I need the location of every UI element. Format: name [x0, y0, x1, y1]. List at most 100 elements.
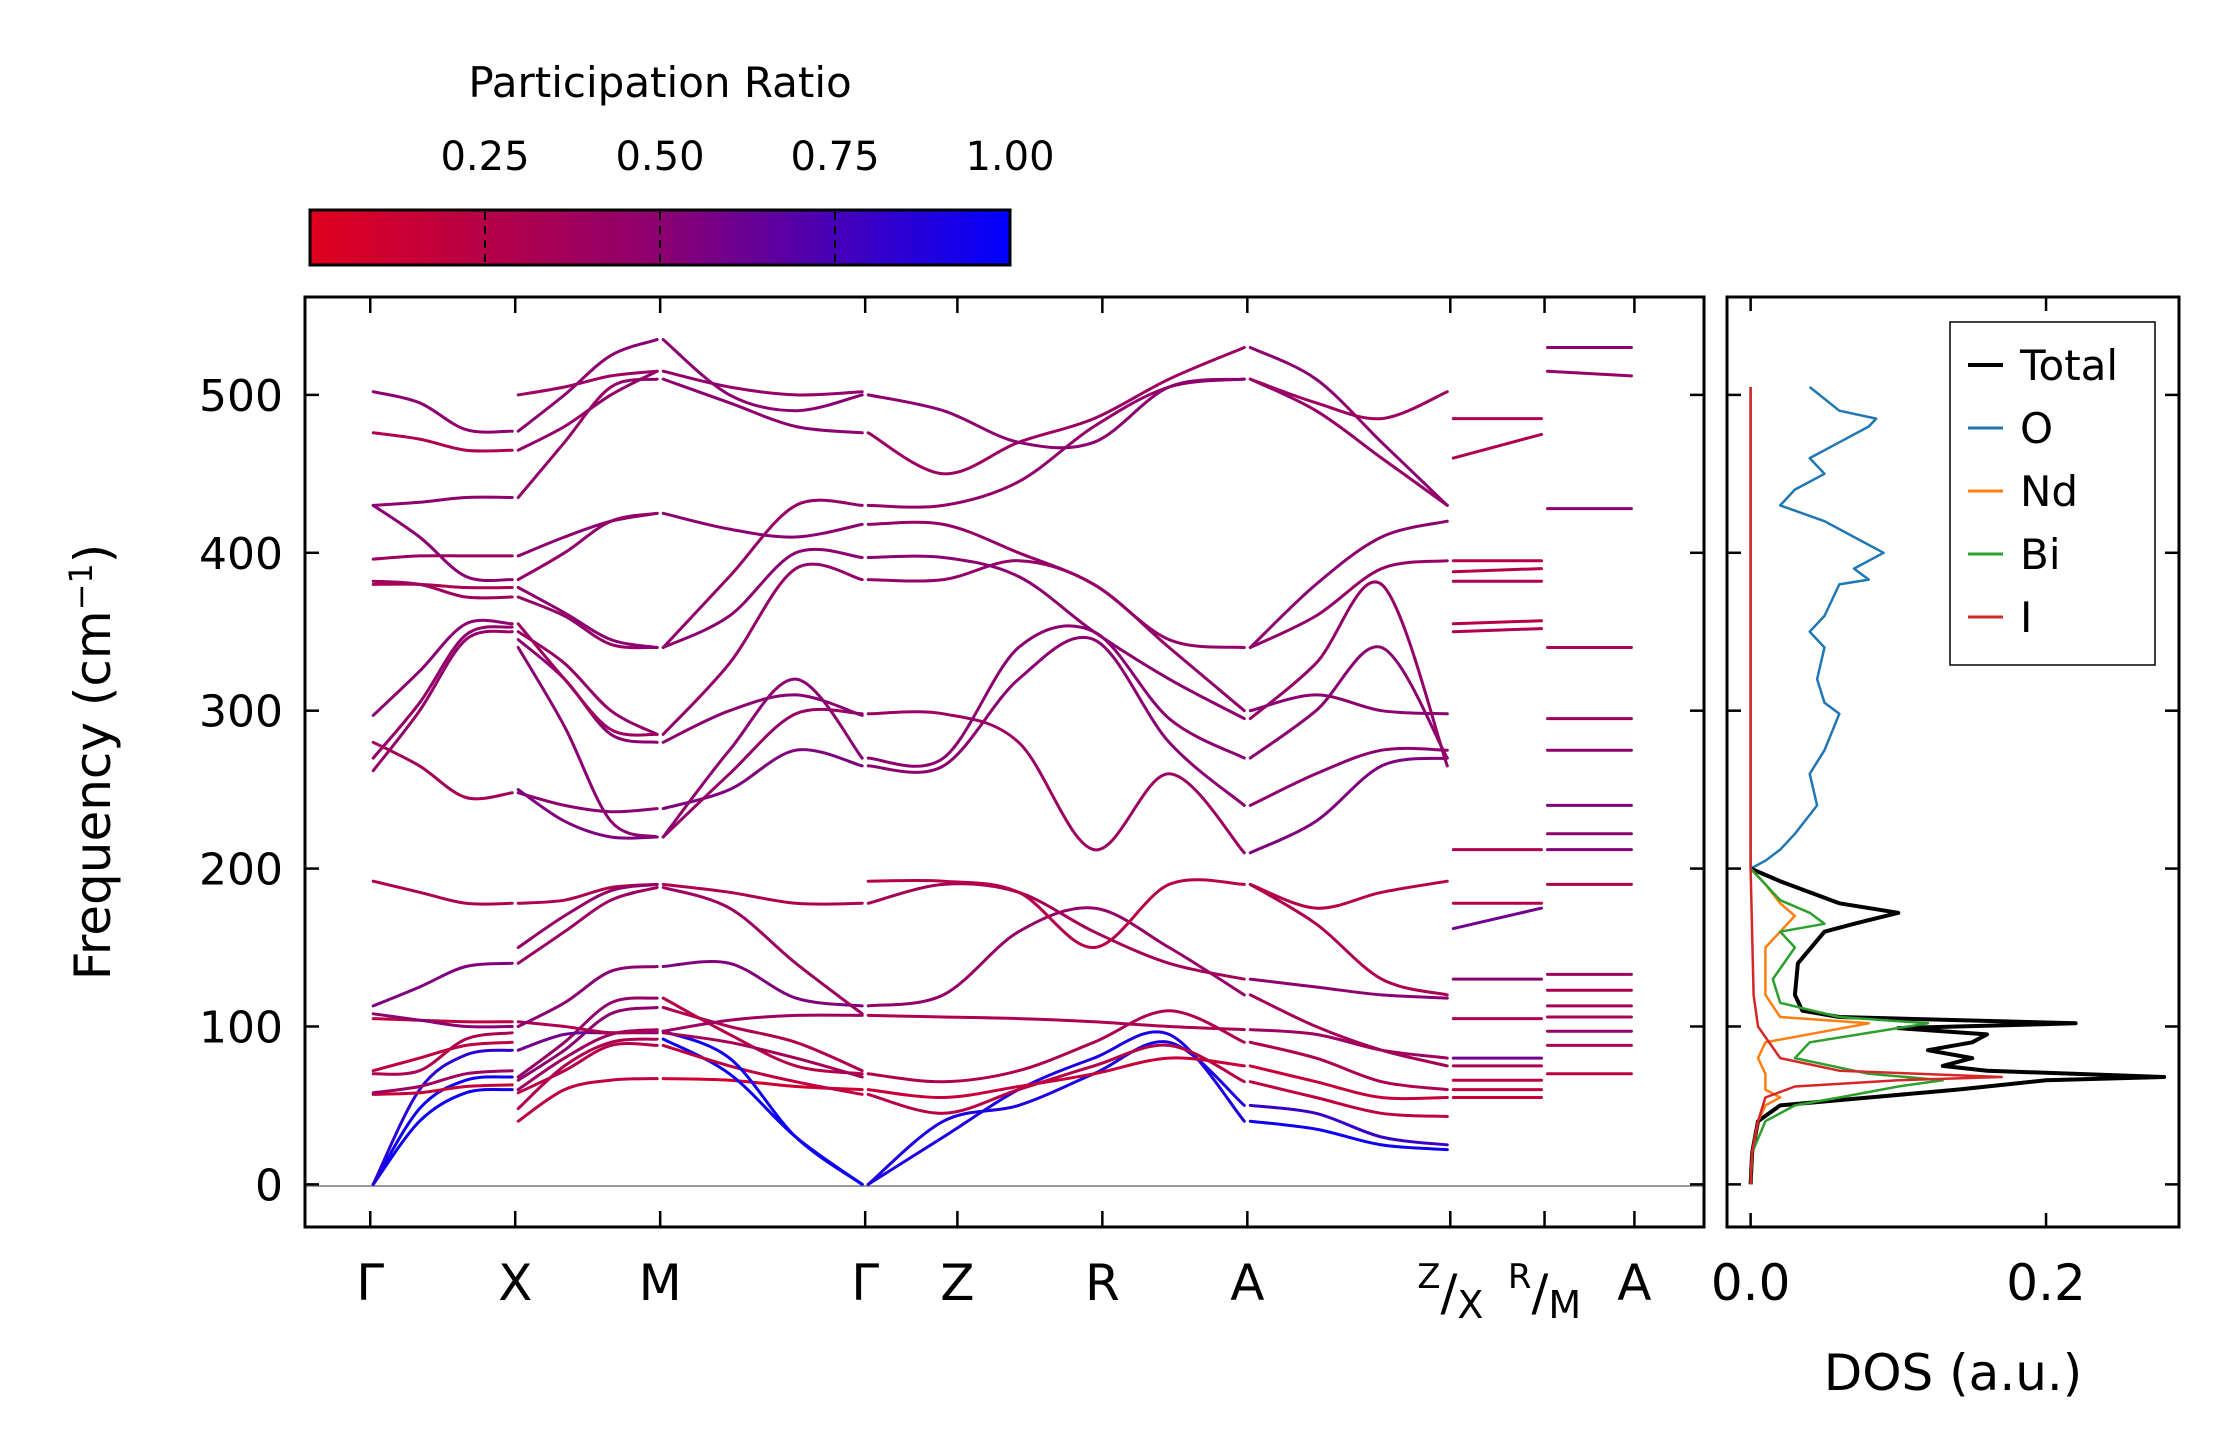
band-line: [1248, 346, 1449, 507]
band-line: [1248, 645, 1449, 760]
band-line: [516, 965, 659, 1028]
band-line: [661, 1043, 864, 1096]
band-line: [661, 547, 864, 649]
path-compound-label: R/M: [1508, 1257, 1581, 1327]
band-line: [661, 960, 864, 1008]
band-line: [371, 554, 514, 561]
band-line: [516, 886, 659, 965]
band-line: [371, 1083, 514, 1096]
band-line: [516, 595, 659, 650]
legend-items: Total O Nd Bi I: [1968, 341, 2118, 642]
dos-line-o: [1750, 386, 1885, 870]
band-line: [1248, 1080, 1449, 1118]
band-line: [1248, 1064, 1449, 1101]
band-line: [1451, 619, 1543, 626]
band-line: [1248, 377, 1449, 507]
path-label: R: [1085, 1254, 1120, 1312]
band-line: [371, 503, 514, 583]
dos-line-i: [1749, 387, 2003, 1185]
path-label: Γ: [356, 1254, 384, 1312]
dos-y-ticks: [1727, 393, 2179, 1186]
band-line: [371, 431, 514, 453]
path-label: A: [1617, 1254, 1651, 1312]
band-line: [371, 618, 514, 717]
phonon-bands: [371, 338, 1633, 1186]
band-line: [1248, 1103, 1449, 1147]
band-line: [516, 377, 659, 499]
band-line: [1451, 627, 1543, 634]
y-axis-label: Frequency (cm−1): [62, 544, 122, 981]
band-axes-frame: [303, 295, 1706, 1229]
band-line: [661, 1037, 864, 1186]
band-line: [866, 520, 1246, 649]
band-line: [866, 636, 1246, 807]
band-line: [516, 622, 659, 737]
band-line: [661, 369, 864, 397]
dos-line-bi: [1749, 387, 1944, 1185]
band-line: [516, 369, 659, 452]
band-line: [1451, 906, 1543, 931]
legend-label: O: [2020, 404, 2053, 453]
band-line: [661, 498, 864, 649]
colorbar: Participation Ratio 0.25 0.50 0.75 1.00: [308, 58, 1055, 267]
band-line: [1451, 567, 1543, 574]
band-line: [866, 377, 1246, 509]
band-line: [371, 1040, 514, 1073]
band-line: [866, 1013, 1246, 1032]
path-label: M: [639, 1254, 682, 1312]
path-label: A: [1230, 1254, 1264, 1312]
band-line: [866, 554, 1246, 721]
dos-lines: [1748, 386, 2167, 1185]
colorbar-ticks: 0.25 0.50 0.75 1.00: [440, 134, 1055, 263]
band-line: [516, 788, 659, 840]
band-line: [516, 1042, 659, 1095]
band-line: [371, 629, 514, 773]
band-line: [1248, 993, 1449, 1068]
band-line: [371, 1075, 514, 1186]
band-line: [661, 1006, 864, 1073]
legend-label: Total: [2019, 341, 2118, 390]
band-line: [661, 882, 864, 906]
band-line: [371, 495, 514, 507]
y-tick-label: 500: [199, 371, 283, 422]
band-line: [371, 961, 514, 1008]
band-structure-panel: 0 100 200 300 400 500 Γ X M Γ Z R A A Z/X R/M Frequenc…: [62, 295, 1706, 1327]
band-line: [1546, 369, 1633, 378]
band-line: [516, 1028, 659, 1092]
band-line: [516, 638, 659, 744]
band-line: [1248, 882, 1449, 997]
dos-x-axis-label: DOS (a.u.): [1824, 1344, 2083, 1402]
band-line: [371, 582, 514, 590]
band-line: [866, 906, 1246, 1008]
dos-x-tick-label: 0.2: [2006, 1254, 2086, 1312]
band-line: [1248, 377, 1449, 421]
band-line: [516, 630, 659, 736]
dos-axes-frame: [1725, 295, 2181, 1229]
path-ticks: Γ X M Γ Z R A A Z/X R/M: [356, 297, 1652, 1327]
y-tick-label: 300: [199, 687, 283, 738]
dos-line-nd: [1749, 867, 1871, 1185]
band-line: [371, 625, 514, 760]
band-line: [371, 1031, 514, 1076]
band-line: [661, 338, 864, 413]
band-line: [516, 791, 659, 814]
band-line: [371, 879, 514, 906]
band-line: [371, 740, 514, 801]
band-line: [516, 369, 659, 397]
band-line: [661, 377, 864, 435]
legend-label: Nd: [2020, 467, 2078, 516]
band-line: [1248, 559, 1449, 649]
band-line: [661, 996, 864, 1076]
band-line: [516, 338, 659, 433]
band-line: [866, 1009, 1246, 1084]
band-line: [516, 646, 659, 839]
legend-label: I: [2020, 593, 2032, 642]
y-tick-label: 400: [199, 529, 283, 580]
band-line: [1248, 756, 1449, 855]
path-compound-label: Z/X: [1417, 1257, 1483, 1327]
band-line: [661, 886, 864, 1016]
path-label: Γ: [851, 1254, 879, 1312]
band-line: [371, 1017, 514, 1024]
band-line: [1248, 580, 1449, 768]
